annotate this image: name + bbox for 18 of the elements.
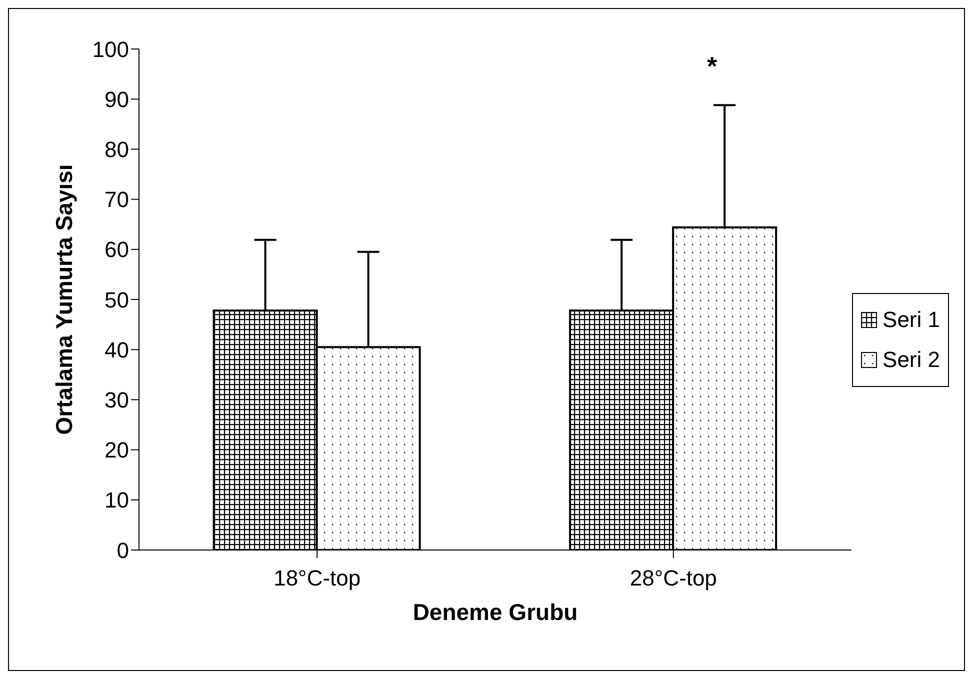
- y-tick-label: 0: [116, 538, 129, 563]
- y-tick-label: 40: [104, 337, 129, 362]
- y-tick-label: 100: [92, 36, 129, 62]
- x-tick-label: 28°C-top: [630, 566, 717, 591]
- annotation: *: [707, 51, 718, 81]
- y-tick-label: 10: [104, 488, 129, 513]
- y-tick-label: 60: [104, 237, 129, 262]
- y-tick-label: 80: [104, 137, 129, 162]
- y-tick-label: 30: [104, 388, 129, 413]
- y-tick-label: 20: [104, 438, 129, 463]
- y-tick-label: 90: [104, 86, 129, 112]
- y-tick-label: 70: [104, 187, 129, 212]
- y-tick-label: 50: [104, 287, 129, 312]
- x-axis-title: Deneme Grubu: [412, 599, 578, 625]
- legend-label: Seri 1: [882, 306, 940, 334]
- y-axis-title: Ortalama Yumurta Sayısı: [51, 164, 78, 435]
- legend-label: Seri 2: [882, 346, 940, 374]
- x-tick-label: 18°C-top: [274, 566, 361, 591]
